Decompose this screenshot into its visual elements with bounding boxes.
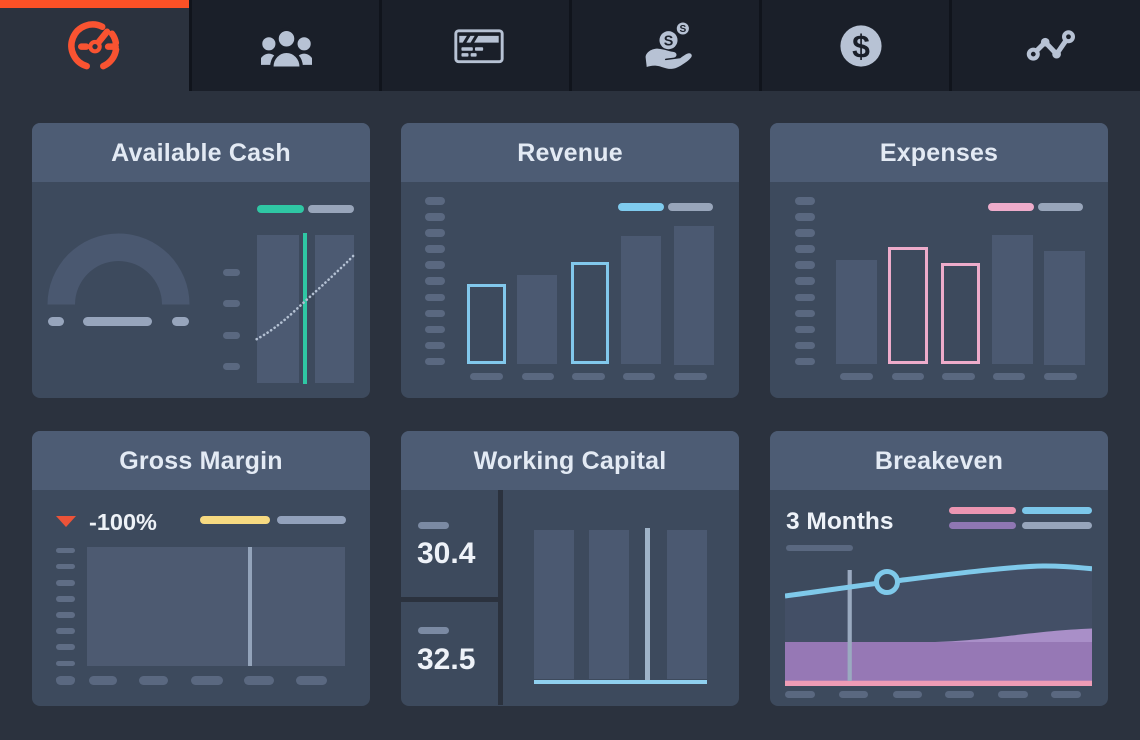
svg-text:S: S	[664, 33, 674, 49]
svg-text:S: S	[679, 24, 686, 35]
svg-text:$: $	[852, 28, 870, 64]
